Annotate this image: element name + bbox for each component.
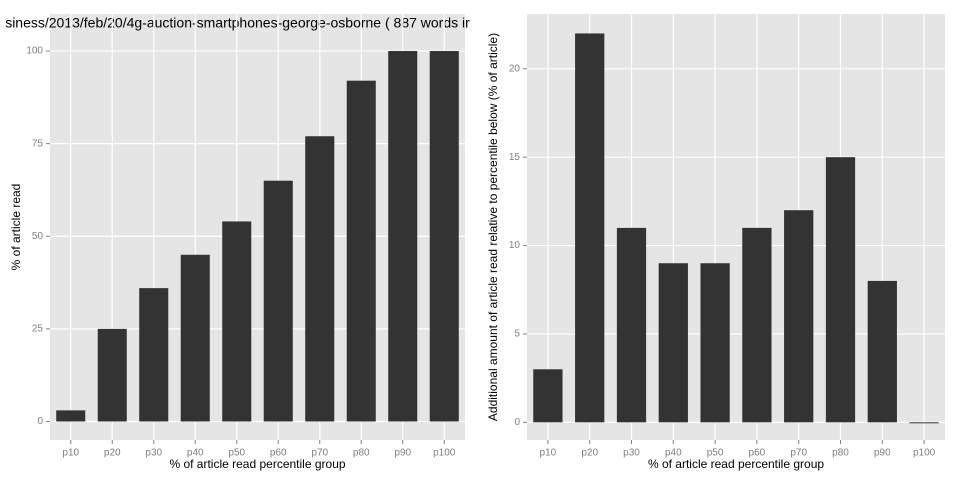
bar [575, 33, 605, 423]
x-tick-label: p40 [187, 448, 204, 459]
y-tick-label: 5 [514, 329, 520, 340]
bar [346, 80, 376, 422]
bar [180, 254, 210, 422]
x-tick-label: p100 [433, 448, 456, 459]
y-tick-label: 10 [509, 240, 521, 251]
y-axis-label: Additional amount of article read relati… [486, 33, 500, 421]
y-tick-label: 50 [32, 231, 44, 242]
bar [533, 369, 563, 423]
x-tick-label: p60 [270, 448, 287, 459]
y-tick-label: 25 [32, 324, 44, 335]
x-tick-label: p40 [665, 448, 682, 459]
bar [429, 51, 459, 422]
x-tick-label: p30 [145, 448, 162, 459]
y-axis-label: % of article read [9, 184, 23, 271]
x-tick-label: p80 [353, 448, 370, 459]
x-tick-label: p90 [394, 448, 411, 459]
y-tick-label: 15 [509, 152, 521, 163]
bar [222, 221, 252, 422]
y-tick-label: 0 [514, 417, 520, 428]
bar [784, 210, 814, 423]
x-axis-label: % of article read percentile group [648, 457, 824, 471]
x-tick-label: p60 [749, 448, 766, 459]
bar [56, 410, 86, 422]
bar [388, 51, 418, 422]
bar [658, 263, 688, 423]
x-tick-label: p80 [832, 448, 849, 459]
chart-title: siness/2013/feb/20/4g-auction-smartphone… [5, 15, 470, 31]
bar [616, 227, 647, 423]
bar [742, 227, 772, 423]
x-tick-label: p50 [707, 448, 724, 459]
x-tick-label: p90 [874, 448, 891, 459]
x-axis-label: % of article read percentile group [169, 457, 345, 471]
bar [263, 180, 293, 422]
x-tick-label: p10 [62, 448, 79, 459]
y-tick-label: 0 [37, 416, 43, 427]
bar [825, 157, 856, 423]
y-tick-label: 100 [26, 46, 43, 57]
bar [97, 328, 127, 422]
x-tick-label: p20 [104, 448, 121, 459]
bar [867, 280, 897, 423]
bar [909, 422, 939, 424]
x-tick-label: p70 [790, 448, 807, 459]
y-tick-label: 20 [509, 63, 521, 74]
bar [305, 136, 335, 422]
x-tick-label: p50 [228, 448, 245, 459]
x-tick-label: p10 [540, 448, 557, 459]
bar [139, 288, 169, 422]
x-tick-label: p30 [623, 448, 640, 459]
x-tick-label: p20 [581, 448, 598, 459]
x-tick-label: p70 [311, 448, 328, 459]
bar [700, 263, 730, 423]
x-tick-label: p100 [913, 448, 936, 459]
y-tick-label: 75 [32, 138, 44, 149]
